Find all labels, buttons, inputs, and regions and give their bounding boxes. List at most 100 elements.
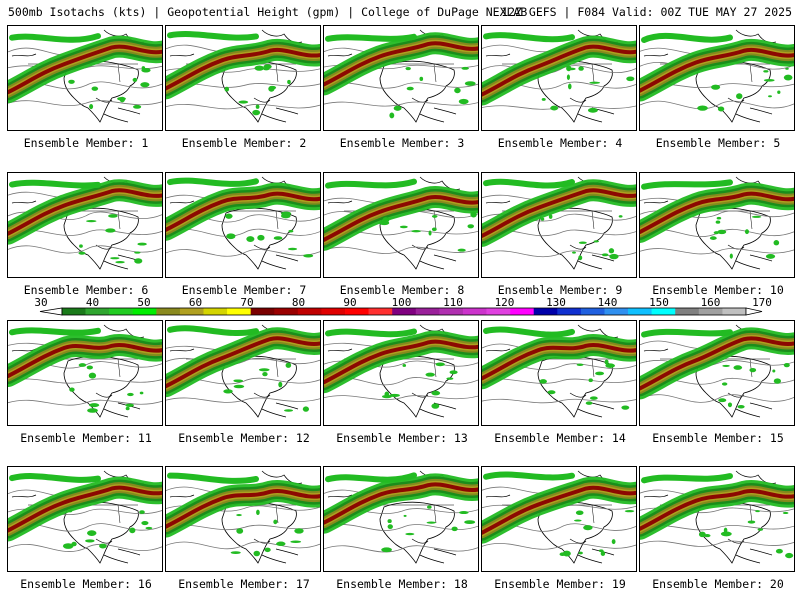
isotach-patch	[85, 539, 95, 543]
jet-stream-isotach-band	[640, 191, 794, 234]
jet-stream-isotach-band	[166, 47, 320, 91]
ensemble-member-map	[7, 466, 163, 572]
isotach-patch	[68, 509, 73, 513]
ensemble-member-label: Ensemble Member: 1	[23, 136, 149, 150]
isotach-patch	[79, 244, 83, 248]
isotach-patch	[105, 228, 116, 233]
isotach-patch	[593, 240, 599, 243]
ensemble-member-map	[639, 25, 795, 131]
member-map-canvas	[166, 176, 320, 270]
isotach-patch	[717, 106, 725, 112]
colorbar-swatch	[628, 308, 652, 315]
jet-stream-isotach-band	[483, 471, 575, 481]
jet-stream-isotach-band	[640, 47, 794, 93]
jet-stream-isotach-band	[8, 485, 162, 533]
isotach-patch	[91, 86, 99, 91]
height-contour	[166, 357, 320, 366]
ensemble-member-map	[481, 320, 637, 426]
isotach-patch	[137, 242, 147, 246]
jet-stream-isotach-band	[325, 328, 417, 338]
coastline	[253, 392, 299, 418]
isotach-patch	[288, 229, 294, 233]
isotach-patch	[125, 406, 130, 411]
ensemble-member-label: Ensemble Member: 13	[336, 431, 468, 445]
isotach-patch	[87, 530, 97, 536]
isotach-patch	[718, 398, 727, 403]
isotach-patch	[287, 79, 291, 85]
isotach-patch	[278, 381, 283, 388]
isotach-patch	[256, 509, 260, 515]
isotach-patch	[709, 236, 717, 240]
jet-stream-isotach-band	[324, 194, 478, 242]
jet-stream-isotach-band	[482, 342, 636, 381]
isotach-patch	[302, 406, 309, 412]
isotach-patch	[458, 98, 469, 105]
isotach-patch	[125, 403, 134, 407]
ensemble-member-map	[323, 320, 479, 426]
ensemble-member-map	[639, 320, 795, 426]
coastline	[411, 538, 457, 564]
ensemble-member-map	[165, 320, 321, 426]
isotach-patch	[426, 521, 436, 524]
isotach-patch	[772, 369, 776, 373]
colorbar-swatch	[297, 308, 322, 315]
isotach-patch	[605, 363, 615, 368]
jet-stream-isotach-band	[167, 177, 259, 187]
isotach-patch	[236, 514, 242, 517]
isotach-patch	[428, 230, 432, 236]
colorbar-swatch	[85, 308, 110, 315]
colorbar-tick-label: 150	[649, 296, 669, 309]
colorbar-swatch	[156, 308, 181, 315]
ensemble-member-label: Ensemble Member: 4	[497, 136, 623, 150]
isotach-patch	[257, 234, 265, 241]
isotach-patch	[729, 253, 733, 259]
jet-stream-isotach-band	[325, 178, 417, 189]
height-contour	[8, 100, 162, 107]
isotach-patch	[115, 261, 125, 264]
ensemble-member-label: Ensemble Member: 18	[336, 577, 468, 591]
isotach-patch	[589, 396, 598, 400]
isotach-patch	[600, 550, 606, 556]
isotach-patch	[89, 104, 94, 110]
jet-stream-isotach-band	[8, 342, 162, 379]
isotach-patch	[303, 254, 314, 258]
ensemble-member-map	[165, 466, 321, 572]
jet-stream-isotach-band	[482, 485, 636, 535]
ensemble-member-label: Ensemble Member: 11	[20, 431, 152, 445]
isotach-patch	[435, 362, 445, 367]
isotach-patch	[550, 105, 559, 111]
isotach-patch	[382, 217, 390, 223]
isotach-patch	[252, 109, 261, 116]
jet-stream-isotach-band	[483, 326, 575, 338]
jet-stream-isotach-band	[324, 41, 478, 87]
isotach-patch	[775, 548, 783, 554]
coastline	[727, 97, 773, 123]
member-map-canvas	[8, 324, 162, 418]
height-contour	[640, 360, 794, 367]
height-contour	[8, 399, 162, 406]
isotach-patch	[402, 364, 407, 367]
member-map-canvas	[8, 176, 162, 270]
isotach-patch	[431, 403, 440, 409]
colorbar-swatch	[109, 308, 134, 315]
height-contour	[482, 378, 636, 384]
isotach-patch	[562, 550, 571, 557]
isotach-patch	[737, 405, 745, 409]
member-map-canvas	[324, 470, 478, 564]
isotach-patch	[425, 372, 435, 377]
isotach-patch	[134, 251, 141, 254]
isotach-patch	[399, 225, 408, 229]
ensemble-member-label: Ensemble Member: 16	[20, 577, 152, 591]
isotach-patch	[405, 532, 415, 536]
ensemble-member-map	[7, 172, 163, 278]
isotach-patch	[785, 552, 794, 559]
height-contour	[8, 543, 162, 552]
colorbar-tick-label: 80	[292, 296, 305, 309]
isotach-patch	[262, 371, 268, 377]
height-contour	[482, 398, 636, 404]
isotach-color-scale: 30 40 50 60 70 80 90 100 110 120 130 140 150 160 170	[34, 296, 772, 316]
height-contour	[482, 65, 636, 74]
isotach-patch	[280, 211, 292, 216]
colorbar-swatch	[132, 308, 157, 315]
member-map-canvas	[166, 29, 320, 123]
